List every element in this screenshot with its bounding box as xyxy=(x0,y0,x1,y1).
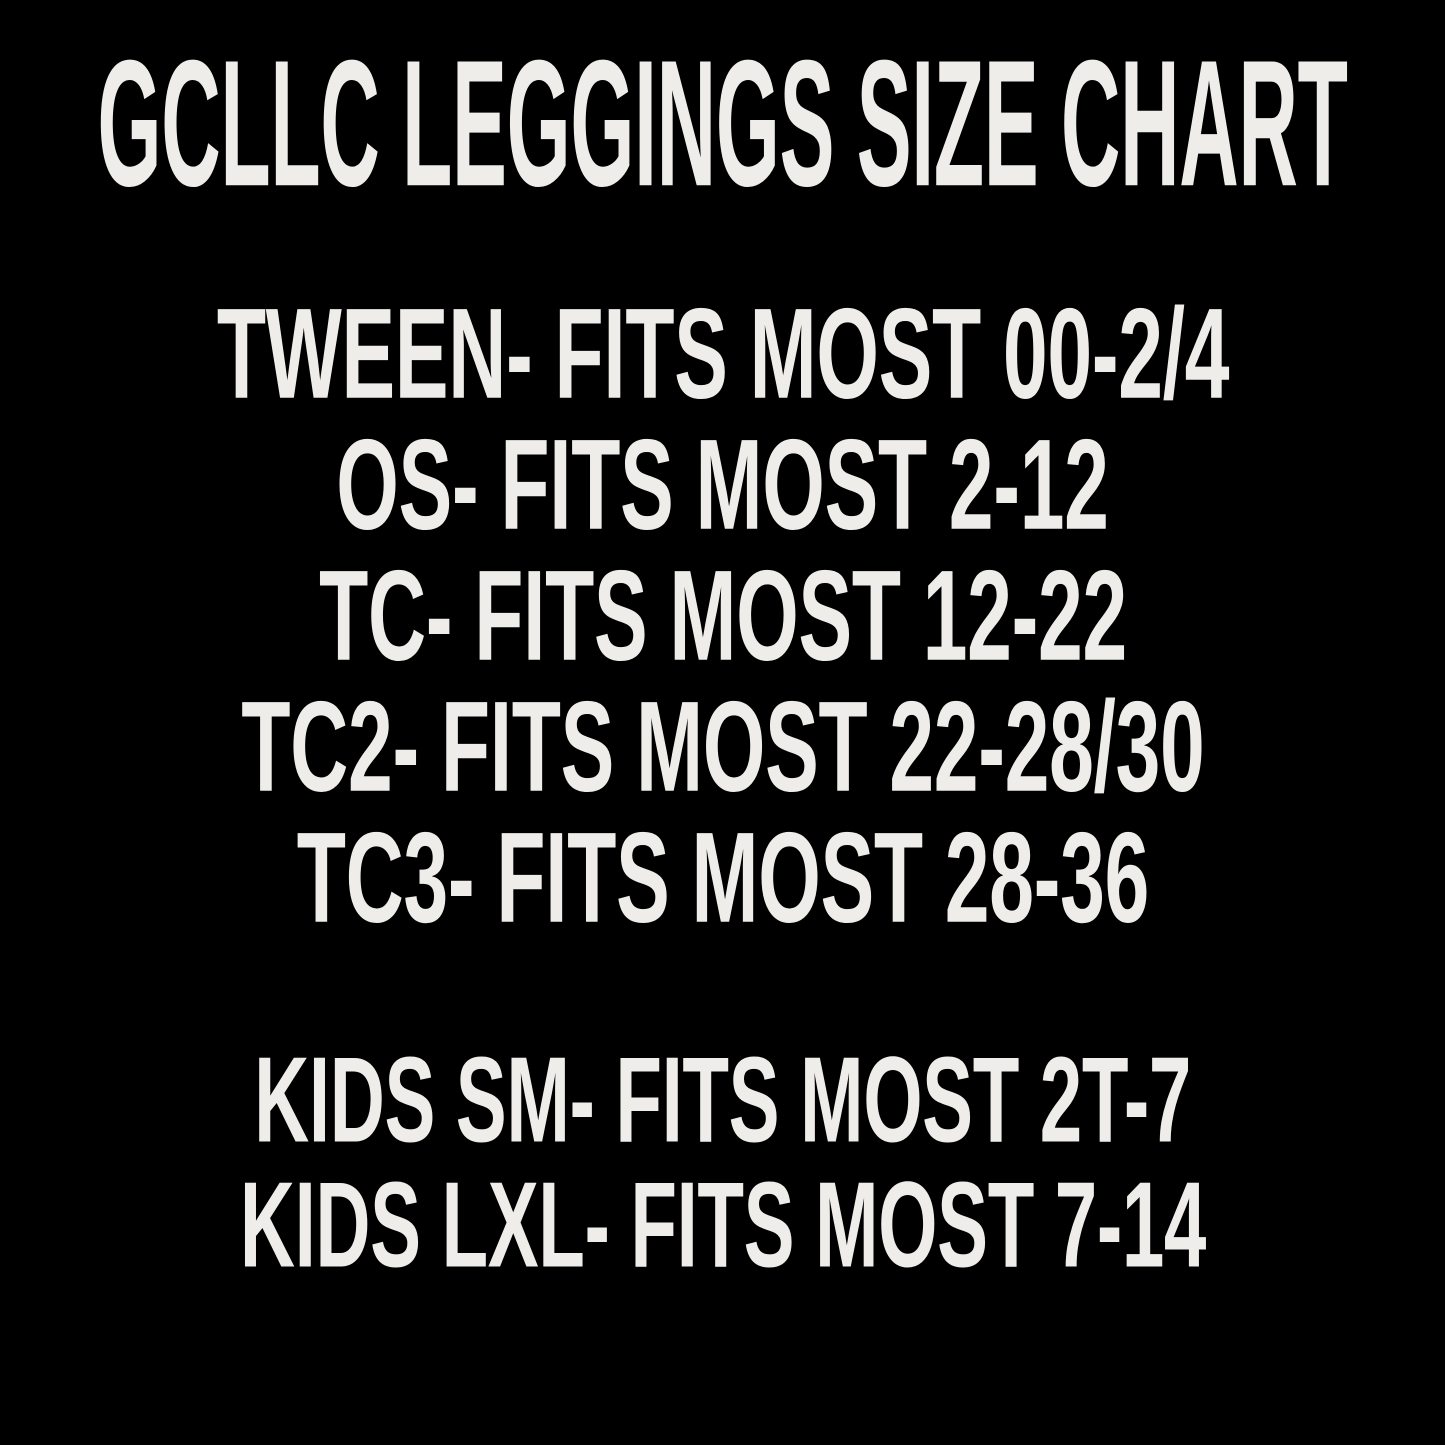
size-row-tc: TC- FITS MOST 12-22 xyxy=(318,543,1127,688)
size-row-tc2: TC2- FITS MOST 22-28/30 xyxy=(240,674,1205,819)
size-row: OS- FITS MOST 2-12 xyxy=(0,413,1445,557)
size-row: TWEEN- FITS MOST 00-2/4 xyxy=(0,282,1445,426)
title-row: GCLLC LEGGINGS SIZE CHART xyxy=(0,18,1445,228)
kids-sizes-group: KIDS SM- FITS MOST 2T-7 KIDS LXL- FITS M… xyxy=(0,1032,1445,1293)
size-row-kids-lxl: KIDS LXL- FITS MOST 7-14 xyxy=(239,1157,1206,1293)
page-title: GCLLC LEGGINGS SIZE CHART xyxy=(97,21,1348,224)
size-row: TC3- FITS MOST 28-36 xyxy=(0,806,1445,950)
size-row-kids-sm: KIDS SM- FITS MOST 2T-7 xyxy=(254,1032,1191,1168)
size-row-os: OS- FITS MOST 2-12 xyxy=(336,412,1109,557)
size-row: KIDS SM- FITS MOST 2T-7 xyxy=(0,1032,1445,1168)
size-row: TC- FITS MOST 12-22 xyxy=(0,544,1445,688)
adult-sizes-group: TWEEN- FITS MOST 00-2/4 OS- FITS MOST 2-… xyxy=(0,282,1445,950)
size-row-tween: TWEEN- FITS MOST 00-2/4 xyxy=(216,281,1229,426)
size-row: TC2- FITS MOST 22-28/30 xyxy=(0,675,1445,819)
size-row: KIDS LXL- FITS MOST 7-14 xyxy=(0,1157,1445,1293)
size-row-tc3: TC3- FITS MOST 28-36 xyxy=(296,805,1149,950)
